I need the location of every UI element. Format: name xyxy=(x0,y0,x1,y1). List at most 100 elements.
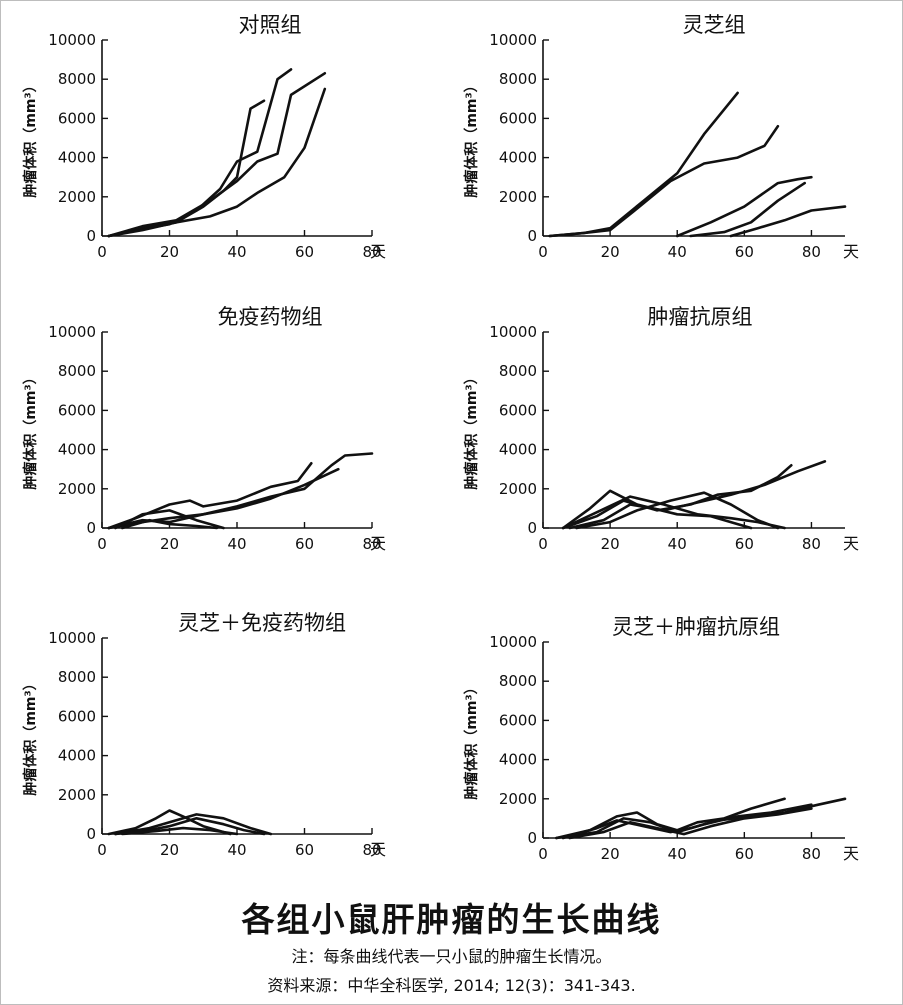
series-line-2 xyxy=(548,124,780,238)
x-tick-label: 80 xyxy=(802,243,821,261)
series-line-2 xyxy=(107,452,374,530)
y-tick-label: 10000 xyxy=(489,323,537,341)
x-tick-label: 0 xyxy=(97,841,107,859)
x-tick-label: 40 xyxy=(227,243,246,261)
figure-source: 资料来源：中华全科医学, 2014; 12(3)：341-343. xyxy=(267,976,636,995)
figure-title: 各组小鼠肝肿瘤的生长曲线 xyxy=(241,900,662,939)
panel-title: 免疫药物组 xyxy=(218,305,323,329)
panel-4: 肿瘤抗原组 0 2000 4000 6000 8000 10000 0 20 40 60 80 天 肿瘤体… xyxy=(463,305,859,553)
x-tick-label: 20 xyxy=(601,845,620,863)
y-tick-label: 2000 xyxy=(58,188,96,206)
panel-3: 免疫药物组 0 2000 4000 6000 8000 10000 0 20 40 60 80天 肿瘤体… xyxy=(22,305,386,553)
y-tick-label: 0 xyxy=(527,519,537,537)
y-tick-label: 2000 xyxy=(58,480,96,498)
y-tick-label: 4000 xyxy=(499,149,537,167)
x-tick-label: 20 xyxy=(160,243,179,261)
series-line-5 xyxy=(575,491,780,530)
panel-2: 灵芝组 0 2000 4000 6000 8000 10000 0 20 40 60 80 天 肿瘤体积（… xyxy=(463,13,859,261)
x-axis-label: 天 xyxy=(370,534,386,553)
series-line-5 xyxy=(121,518,219,530)
x-tick-label: 60 xyxy=(295,841,314,859)
x-tick-label: 60 xyxy=(295,535,314,553)
y-tick-label: 0 xyxy=(527,227,537,245)
x-tick-label: 60 xyxy=(735,845,754,863)
y-tick-label: 8000 xyxy=(58,70,96,88)
panel-title: 灵芝组 xyxy=(683,13,746,37)
x-tick-label: 40 xyxy=(227,535,246,553)
y-tick-label: 0 xyxy=(527,829,537,847)
y-tick-label: 6000 xyxy=(58,707,96,725)
series-line-4 xyxy=(121,826,239,836)
x-tick-label: 60 xyxy=(295,243,314,261)
x-tick-label: 80 xyxy=(802,535,821,553)
series-line-3 xyxy=(675,175,813,238)
x-axis-label: 天 xyxy=(370,840,386,859)
y-tick-label: 10000 xyxy=(48,629,96,647)
panel-5: 灵芝＋免疫药物组 0 2000 4000 6000 8000 10000 0 20 40 60 80天… xyxy=(22,611,386,859)
series-line-2 xyxy=(114,813,273,836)
y-tick-label: 8000 xyxy=(58,668,96,686)
x-tick-label: 80 xyxy=(802,845,821,863)
series-line-4 xyxy=(568,460,827,530)
x-tick-label: 80 xyxy=(362,841,381,859)
x-axis-label: 天 xyxy=(843,844,859,863)
y-axis-label: 肿瘤体积（mm³） xyxy=(463,370,480,489)
y-tick-label: 2000 xyxy=(499,188,537,206)
y-tick-label: 6000 xyxy=(58,109,96,127)
series-line-1 xyxy=(107,68,293,238)
x-tick-label: 40 xyxy=(668,845,687,863)
figure-note: 注：每条曲线代表一只小鼠的肿瘤生长情况。 xyxy=(291,947,612,966)
panel-6: 灵芝＋肿瘤抗原组 0 2000 4000 6000 8000 10000 0 20 40 60 80 天… xyxy=(463,615,859,863)
series-line-2 xyxy=(561,495,786,530)
x-axis-label: 天 xyxy=(843,534,859,553)
y-tick-label: 6000 xyxy=(58,401,96,419)
y-tick-label: 8000 xyxy=(499,672,537,690)
y-tick-label: 4000 xyxy=(58,747,96,765)
panel-1: 对照组 0 2000 4000 6000 8000 10000 0 20 40 60 80天 肿瘤体积（… xyxy=(22,13,386,261)
series-line-3 xyxy=(107,72,327,238)
x-tick-label: 0 xyxy=(538,535,548,553)
y-tick-label: 0 xyxy=(86,825,96,843)
y-tick-label: 2000 xyxy=(499,790,537,808)
y-tick-label: 10000 xyxy=(48,323,96,341)
series-line-1 xyxy=(107,809,232,836)
y-tick-label: 6000 xyxy=(499,401,537,419)
y-tick-label: 0 xyxy=(86,227,96,245)
x-tick-label: 40 xyxy=(227,841,246,859)
panel-title: 对照组 xyxy=(239,13,302,37)
x-tick-label: 0 xyxy=(97,243,107,261)
y-axis-label: 肿瘤体积（mm³） xyxy=(463,78,480,197)
y-tick-label: 4000 xyxy=(499,441,537,459)
y-axis-label: 肿瘤体积（mm³） xyxy=(463,680,480,799)
x-tick-label: 20 xyxy=(160,535,179,553)
y-tick-label: 2000 xyxy=(499,480,537,498)
x-tick-label: 0 xyxy=(538,243,548,261)
panel-title: 灵芝＋肿瘤抗原组 xyxy=(612,615,780,639)
y-tick-label: 8000 xyxy=(499,70,537,88)
x-tick-label: 80 xyxy=(362,535,381,553)
x-axis-label: 天 xyxy=(843,242,859,261)
y-tick-label: 6000 xyxy=(499,711,537,729)
x-tick-label: 80 xyxy=(362,243,381,261)
y-tick-label: 4000 xyxy=(58,441,96,459)
y-tick-label: 8000 xyxy=(58,362,96,380)
x-axis-label: 天 xyxy=(370,242,386,261)
series-line-3 xyxy=(114,816,266,836)
y-tick-label: 8000 xyxy=(499,362,537,380)
x-tick-label: 20 xyxy=(160,841,179,859)
y-tick-label: 10000 xyxy=(48,31,96,49)
y-tick-label: 6000 xyxy=(499,109,537,127)
panel-title: 肿瘤抗原组 xyxy=(648,305,753,329)
panel-title: 灵芝＋免疫药物组 xyxy=(178,611,346,635)
y-tick-label: 10000 xyxy=(489,633,537,651)
x-tick-label: 20 xyxy=(601,535,620,553)
y-tick-label: 4000 xyxy=(499,751,537,769)
x-tick-label: 0 xyxy=(538,845,548,863)
x-tick-label: 40 xyxy=(668,535,687,553)
x-tick-label: 40 xyxy=(668,243,687,261)
x-tick-label: 60 xyxy=(735,243,754,261)
series-line-4 xyxy=(107,87,327,238)
y-axis-label: 肿瘤体积（mm³） xyxy=(22,370,39,489)
y-tick-label: 0 xyxy=(86,519,96,537)
